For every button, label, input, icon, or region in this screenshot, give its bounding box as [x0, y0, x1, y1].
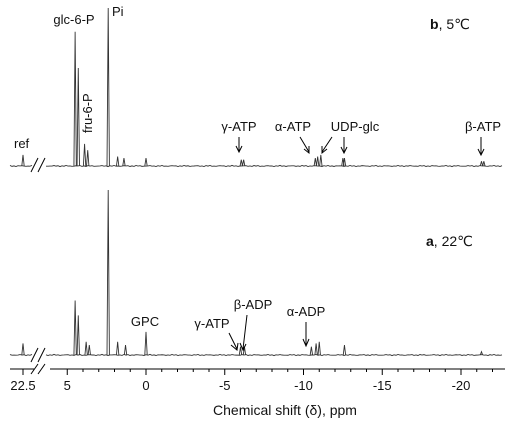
axis-break-mark: [30, 363, 46, 375]
label-gpc: GPC: [131, 314, 159, 329]
spectrum-break-marks: [30, 157, 46, 363]
x-axis: 22.5 5 0 -5 -10 -15 -20 Chemical shift (δ), pp…: [10, 363, 505, 418]
spectrum-panel-b: [9, 7, 503, 168]
spectrum-baseline: [9, 354, 33, 357]
panel-b-annotations: glc-6-P fru-6-P Pi ref γ-ATP α-ATP UDP-g…: [14, 4, 501, 157]
spectrum-baseline: [45, 164, 503, 168]
x-tick-label: -5: [219, 378, 231, 393]
panel-a-annotations: GPC γ-ATP β-ADP α-ADP a, 22℃: [131, 233, 473, 352]
spectrum-peak: [319, 154, 323, 167]
spectrum-peak: [106, 7, 110, 167]
spectrum-peak: [479, 161, 484, 167]
spectrum-peak: [482, 161, 486, 167]
spectrum-peak: [84, 341, 88, 356]
label-beta-adp-a: β-ADP: [234, 297, 273, 312]
arrow-alpha-adp-a: [302, 322, 310, 348]
spectrum-peak: [144, 331, 148, 356]
x-tick-label: 22.5: [10, 378, 35, 393]
spectrum-peak: [316, 156, 320, 167]
x-axis-ticks: 22.5 5 0 -5 -10 -15 -20: [10, 369, 493, 393]
spectrum-peak: [116, 341, 120, 356]
spectrum-peak: [21, 343, 25, 356]
label-gamma-atp-a: γ-ATP: [194, 316, 229, 331]
spectrum-peak: [73, 300, 77, 356]
label-glc-6-p: glc-6-P: [53, 12, 94, 27]
label-alpha-adp-a: α-ADP: [287, 304, 326, 319]
spectrum-panel-a: [9, 189, 503, 357]
spectrum-peak: [21, 154, 25, 167]
spectrum-peak: [239, 159, 243, 167]
spectrum-peak: [242, 159, 246, 167]
spectrum-peak: [313, 158, 317, 167]
spectrum-peak: [106, 189, 110, 356]
spectrum-baseline: [9, 165, 33, 167]
arrow-gamma-atp-a: [228, 332, 239, 351]
arrow-beta-atp-b: [477, 137, 485, 157]
spectrum-peak: [342, 345, 347, 356]
spectrum-peak: [76, 315, 80, 356]
spectrum-peak: [82, 143, 87, 167]
label-beta-atp-b: β-ATP: [465, 119, 501, 134]
spectrum-peak: [238, 346, 243, 356]
label-ref: ref: [14, 136, 30, 151]
arrow-udp-glc-b-left: [321, 136, 333, 155]
arrow-udp-glc-b-right: [340, 137, 348, 155]
arrow-beta-adp-a: [239, 314, 248, 352]
spectrum-peak: [73, 31, 77, 167]
spectrum-peak: [314, 343, 318, 356]
label-udp-glc-b: UDP-glc: [331, 119, 380, 134]
spectrum-peak: [116, 156, 120, 167]
label-gamma-atp-b: γ-ATP: [221, 119, 256, 134]
spectrum-peak: [123, 345, 128, 356]
spectra-layer: [9, 7, 503, 357]
spectrum-baseline: [45, 353, 503, 357]
label-pi: Pi: [112, 4, 124, 19]
arrow-alpha-atp-b: [299, 136, 310, 155]
x-tick-label: -20: [452, 378, 471, 393]
x-tick-label: 5: [64, 378, 71, 393]
spectrum-peak: [309, 346, 314, 356]
spectrum-peak: [342, 158, 347, 167]
label-alpha-atp-b: α-ATP: [275, 119, 311, 134]
spectrum-peak: [479, 350, 484, 356]
spectrum-peak: [87, 345, 91, 356]
spectrum-peak: [86, 150, 90, 167]
panel-a-label: a, 22℃: [426, 233, 473, 249]
x-axis-title: Chemical shift (δ), ppm: [213, 402, 357, 418]
arrow-gamma-atp-b: [235, 137, 243, 154]
spectrum-peak: [317, 341, 321, 356]
label-fru-6-p: fru-6-P: [80, 93, 95, 133]
x-tick-label: -15: [373, 378, 392, 393]
spectrum-peak: [76, 68, 80, 167]
x-tick-label: -10: [294, 378, 313, 393]
spectrum-peak: [122, 158, 126, 167]
spectrum-peak: [144, 158, 148, 167]
panel-b-label: b, 5℃: [430, 16, 470, 32]
x-tick-label: 0: [142, 378, 149, 393]
